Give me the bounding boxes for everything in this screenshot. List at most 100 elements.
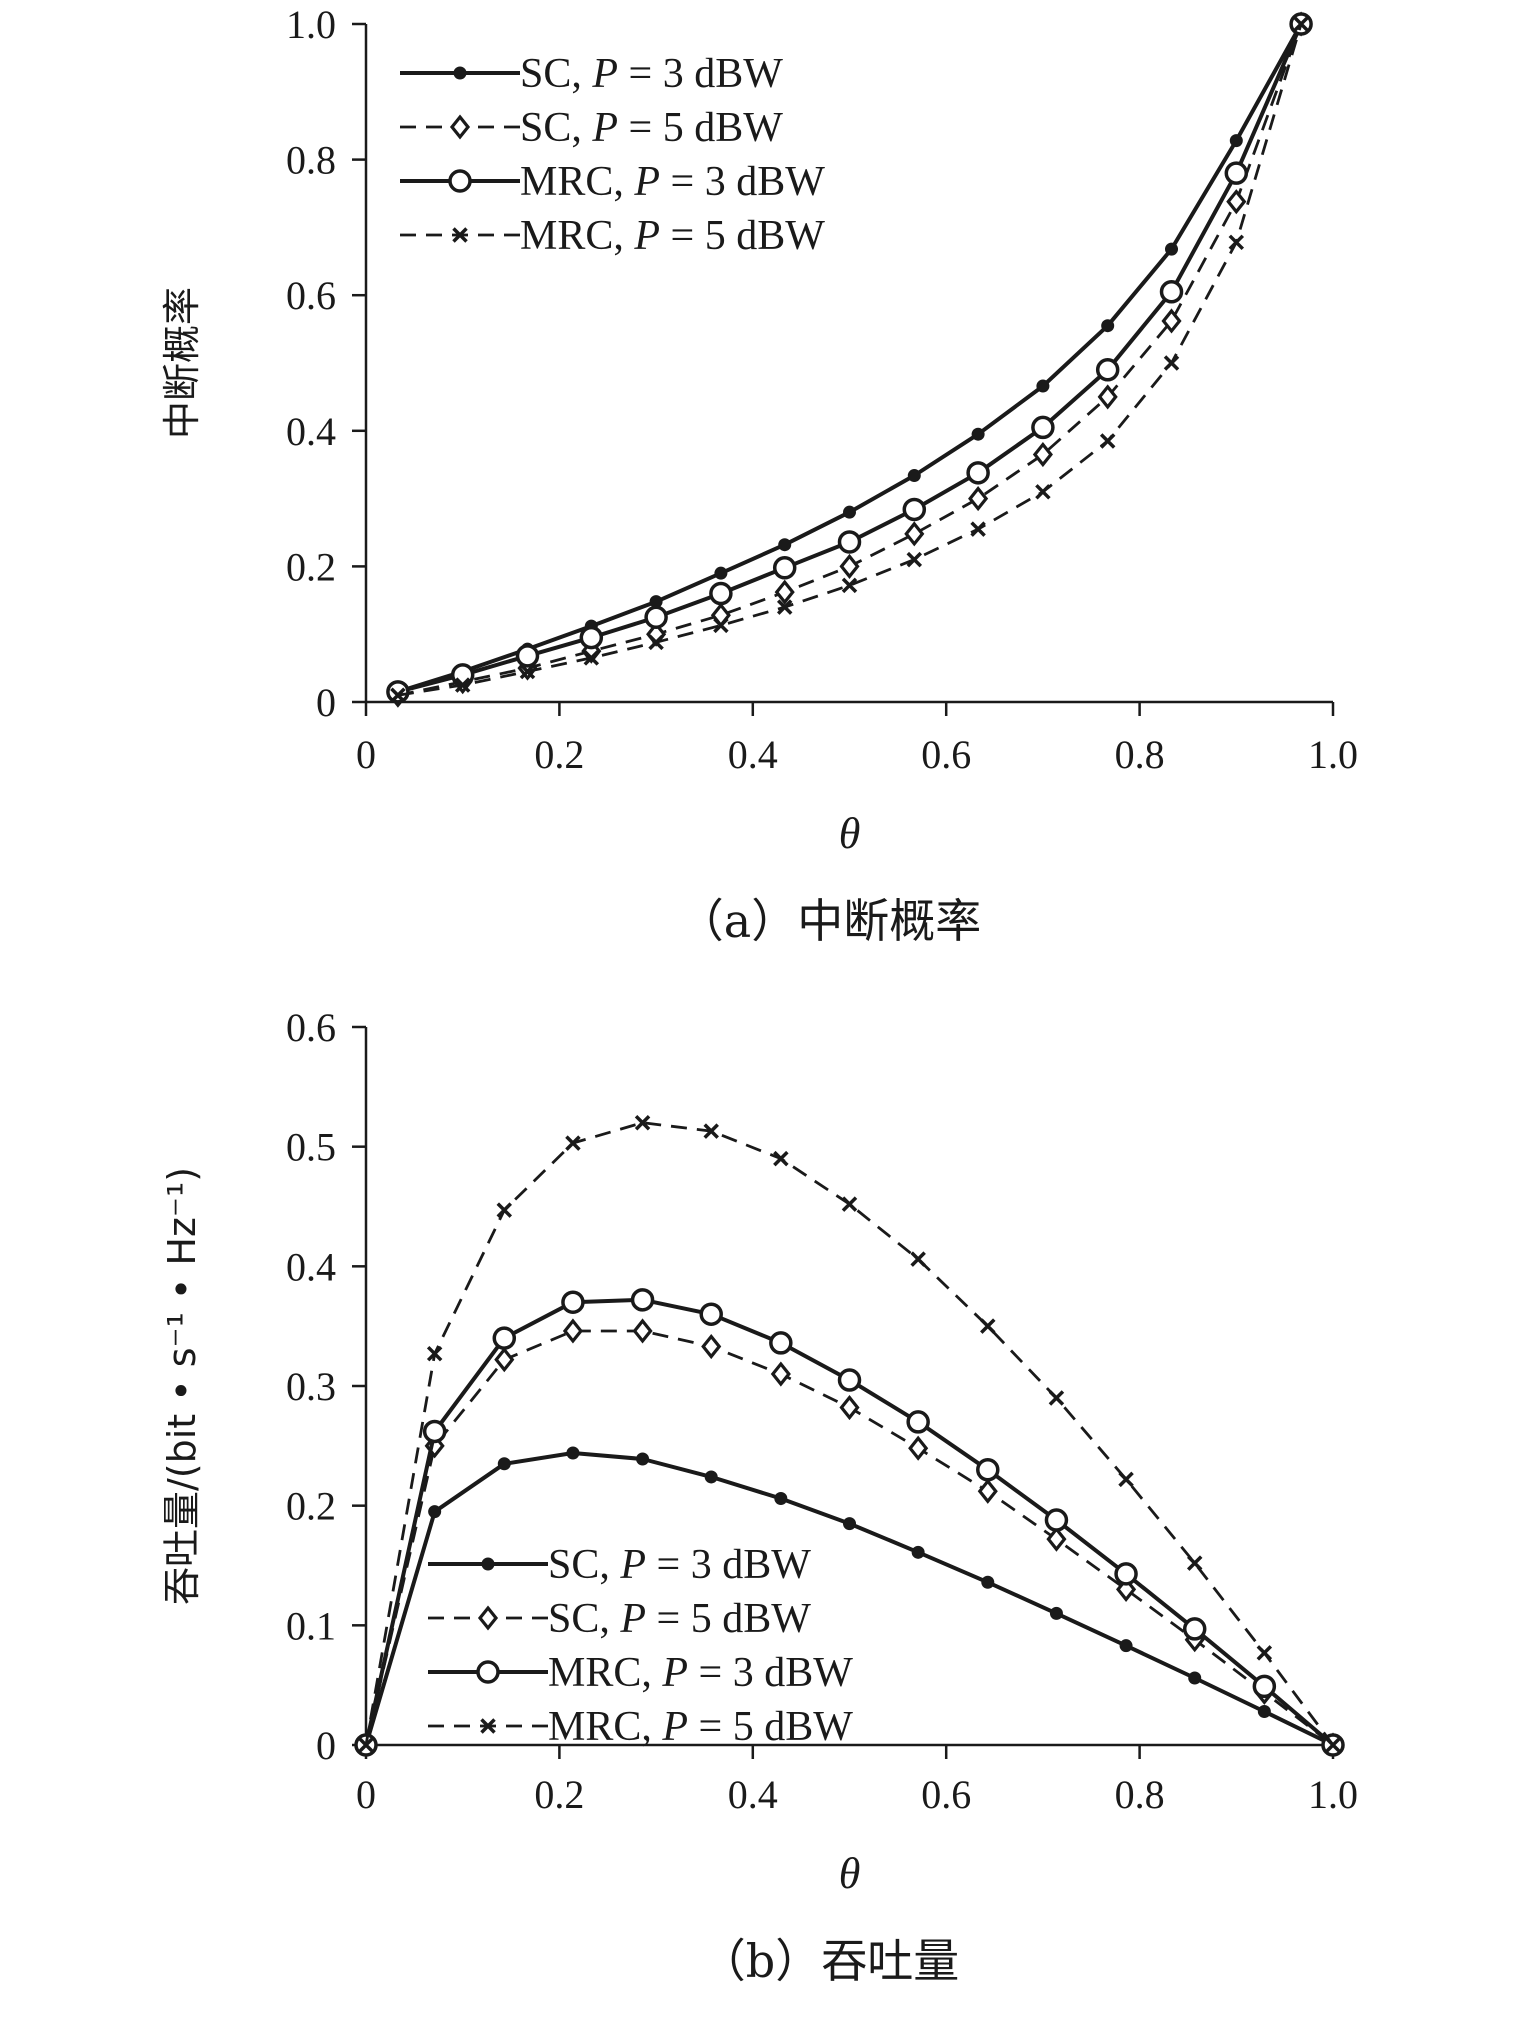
data-point (980, 1318, 996, 1334)
data-point (704, 1470, 718, 1484)
data-point (476, 1660, 500, 1684)
data-point (634, 1114, 651, 1131)
data-point (450, 663, 475, 687)
series-3 (358, 1114, 1341, 1753)
legend-label: SC, P = 3 dBW (548, 1542, 811, 1588)
data-point (713, 617, 729, 634)
data-point (448, 169, 472, 193)
data-point (492, 1326, 517, 1350)
legend-label-part: = 3 dBW (646, 1542, 811, 1588)
data-point (1293, 16, 1309, 32)
data-point (981, 1575, 995, 1589)
y-tick-label: 0 (316, 1723, 336, 1768)
data-point (839, 553, 860, 579)
data-point (1046, 1526, 1067, 1552)
data-point (1257, 1704, 1271, 1718)
y-tick-label: 1.0 (286, 2, 336, 47)
x-tick-label: 1.0 (1308, 732, 1358, 777)
data-point (453, 66, 467, 80)
data-point (839, 1394, 860, 1421)
data-point (1095, 358, 1120, 382)
y-tick-label: 0.6 (286, 273, 336, 318)
figure-caption: （a）中断概率 (678, 894, 981, 948)
x-tick-label: 0 (356, 1772, 376, 1817)
legend-label: MRC, P = 5 dBW (520, 213, 825, 259)
legend-label-part: P (591, 105, 618, 151)
y-tick-label: 0.6 (286, 1005, 336, 1050)
data-point (649, 595, 663, 609)
data-point (386, 680, 410, 704)
legend-label-part: MRC, (548, 1704, 662, 1750)
x-tick-label: 0 (356, 732, 376, 777)
data-point (1161, 308, 1182, 334)
data-point (910, 1251, 926, 1267)
legend-label-part: SC, (520, 51, 592, 97)
data-point (390, 687, 406, 703)
data-point (1159, 280, 1184, 304)
data-point (769, 1331, 793, 1355)
legend-label-part: = 5 dBW (646, 1596, 811, 1642)
data-point (904, 521, 925, 547)
x-tick-label: 0.6 (921, 1772, 971, 1817)
x-tick-label: 0.4 (728, 1772, 778, 1817)
data-point (773, 1150, 789, 1167)
data-point (906, 551, 923, 568)
data-point (480, 1718, 496, 1734)
y-tick-label: 0 (316, 680, 336, 725)
data-point (497, 1457, 511, 1471)
data-point (426, 1345, 443, 1362)
data-point (1044, 1508, 1069, 1532)
legend-label-part: MRC, (520, 213, 634, 259)
x-axis-title: θ (839, 1849, 861, 1898)
data-point (841, 1196, 858, 1212)
x-tick-label: 0.8 (1115, 732, 1165, 777)
y-axis-title: 吞吐量/(bit • s⁻¹ • Hz⁻¹) (160, 1167, 204, 1605)
y-tick-label: 0.4 (286, 409, 336, 454)
data-point (843, 1517, 856, 1531)
data-point (968, 486, 989, 512)
data-point (1118, 1471, 1134, 1488)
legend-label-part: P (661, 1650, 688, 1696)
data-point (1188, 1671, 1202, 1685)
data-point (496, 1202, 513, 1218)
x-tick-label: 0.2 (534, 732, 584, 777)
data-point (477, 1605, 499, 1631)
data-point (976, 1458, 1000, 1482)
data-point (1101, 319, 1115, 333)
legend-label-part: P (633, 213, 660, 259)
y-tick-label: 0.3 (286, 1364, 336, 1409)
data-point (630, 1288, 655, 1312)
x-tick-label: 0.4 (728, 732, 778, 777)
data-point (481, 1557, 495, 1571)
data-point (902, 497, 927, 522)
legend-label-part: = 5 dBW (688, 1704, 853, 1750)
data-point (428, 1505, 442, 1519)
data-point (1114, 1562, 1138, 1586)
data-point (515, 644, 540, 668)
data-point (778, 538, 792, 552)
data-point (452, 227, 468, 243)
data-point (454, 677, 471, 693)
data-point (561, 1290, 585, 1314)
data-point (422, 1419, 447, 1444)
data-point (1036, 379, 1050, 393)
data-point (565, 1135, 581, 1151)
y-tick-label: 0.5 (286, 1125, 336, 1170)
data-point (449, 114, 471, 140)
data-point (644, 605, 668, 629)
legend-label: MRC, P = 3 dBW (520, 159, 825, 205)
legend-label-part: P (661, 1704, 688, 1750)
data-point (519, 663, 536, 680)
data-point (908, 1435, 929, 1461)
series-2 (386, 12, 1313, 704)
legend-label-part: = 5 dBW (618, 105, 783, 151)
legend-label-part: P (591, 51, 618, 97)
legend-label-part: P (619, 1596, 646, 1642)
data-point (977, 1478, 998, 1504)
data-point (776, 599, 793, 615)
legend-label: MRC, P = 5 dBW (548, 1704, 853, 1750)
data-point (906, 1410, 930, 1434)
data-point (970, 521, 986, 537)
data-point (843, 505, 856, 519)
